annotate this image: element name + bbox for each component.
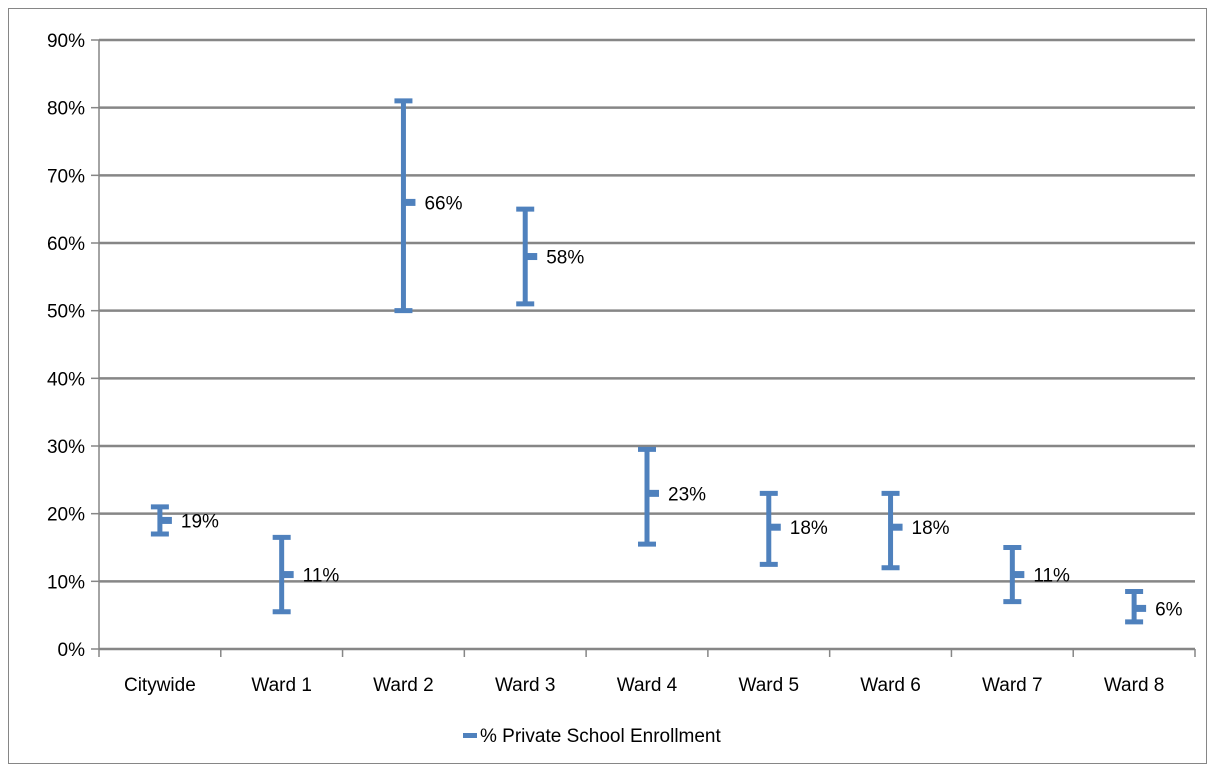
y-tick-label-0: 0% <box>58 640 86 661</box>
y-tick-label-20: 20% <box>47 505 85 526</box>
x-tick-label-4: Ward 4 <box>617 675 678 696</box>
errorbar-4 <box>638 446 659 547</box>
axis-layer: 0% 10% 20% 30% 40% 50% 60% 70% 80% 90% Citywide War… <box>47 31 1196 696</box>
legend: % Private School Enrollment <box>463 726 721 747</box>
y-tick-label-10: 10% <box>47 572 85 593</box>
y-tick-label-50: 50% <box>47 302 85 323</box>
data-label-4: 23% <box>668 484 706 505</box>
grid-layer <box>99 38 1195 651</box>
x-tick-label-2: Ward 2 <box>373 675 434 696</box>
errorbar-6 <box>881 490 903 571</box>
data-label-6: 18% <box>912 518 950 539</box>
y-tick-label-60: 60% <box>47 234 85 255</box>
errorbar-point-4 <box>647 489 659 497</box>
errorbar-2 <box>394 98 416 314</box>
errorbar-point-5 <box>768 523 781 531</box>
legend-label: % Private School Enrollment <box>480 726 721 747</box>
errorbar-point-2 <box>403 198 416 206</box>
chart-svg: 0% 10% 20% 30% 40% 50% 60% 70% 80% 90% Citywide War… <box>47 31 1196 747</box>
errorbar-point-8 <box>1134 604 1147 612</box>
x-tick-label-3: Ward 3 <box>495 675 556 696</box>
data-label-3: 58% <box>546 248 584 269</box>
x-tick-label-5: Ward 5 <box>739 675 800 696</box>
errorbar-point-3 <box>525 253 538 261</box>
errorbar-7 <box>1003 545 1025 605</box>
errorbar-0 <box>150 504 172 537</box>
y-tick-label-40: 40% <box>47 369 85 390</box>
data-label-2: 66% <box>424 193 462 214</box>
y-tick-label-80: 80% <box>47 99 85 120</box>
y-tick-label-70: 70% <box>47 166 85 187</box>
errorbar-5 <box>759 490 781 567</box>
chart-frame: 0% 10% 20% 30% 40% 50% 60% 70% 80% 90% Citywide War… <box>8 8 1207 764</box>
labels-layer: 19% 11% 66% 58% 23% 18% 18% 11% 6% <box>181 193 1183 620</box>
legend-marker <box>463 733 477 738</box>
data-label-7: 11% <box>1033 566 1070 587</box>
x-tick-label-7: Ward 7 <box>982 675 1043 696</box>
errorbar-point-1 <box>281 571 294 579</box>
errorbar-point-6 <box>890 523 903 531</box>
x-tick-label-8: Ward 8 <box>1104 675 1165 696</box>
y-tick-label-90: 90% <box>47 31 85 52</box>
errorbar-3 <box>516 206 538 307</box>
x-tick-label-0: Citywide <box>124 675 196 696</box>
errorbar-1 <box>272 534 294 615</box>
x-tick-label-6: Ward 6 <box>860 675 921 696</box>
errorbar-point-7 <box>1012 571 1025 579</box>
errorbar-8 <box>1125 588 1147 625</box>
data-label-8: 6% <box>1155 599 1183 620</box>
y-tick-label-30: 30% <box>47 437 85 458</box>
bars-layer <box>150 98 1147 625</box>
errorbar-point-0 <box>159 516 172 524</box>
data-label-5: 18% <box>790 518 828 539</box>
data-label-1: 11% <box>303 566 340 587</box>
data-label-0: 19% <box>181 511 219 532</box>
x-tick-label-1: Ward 1 <box>251 675 312 696</box>
